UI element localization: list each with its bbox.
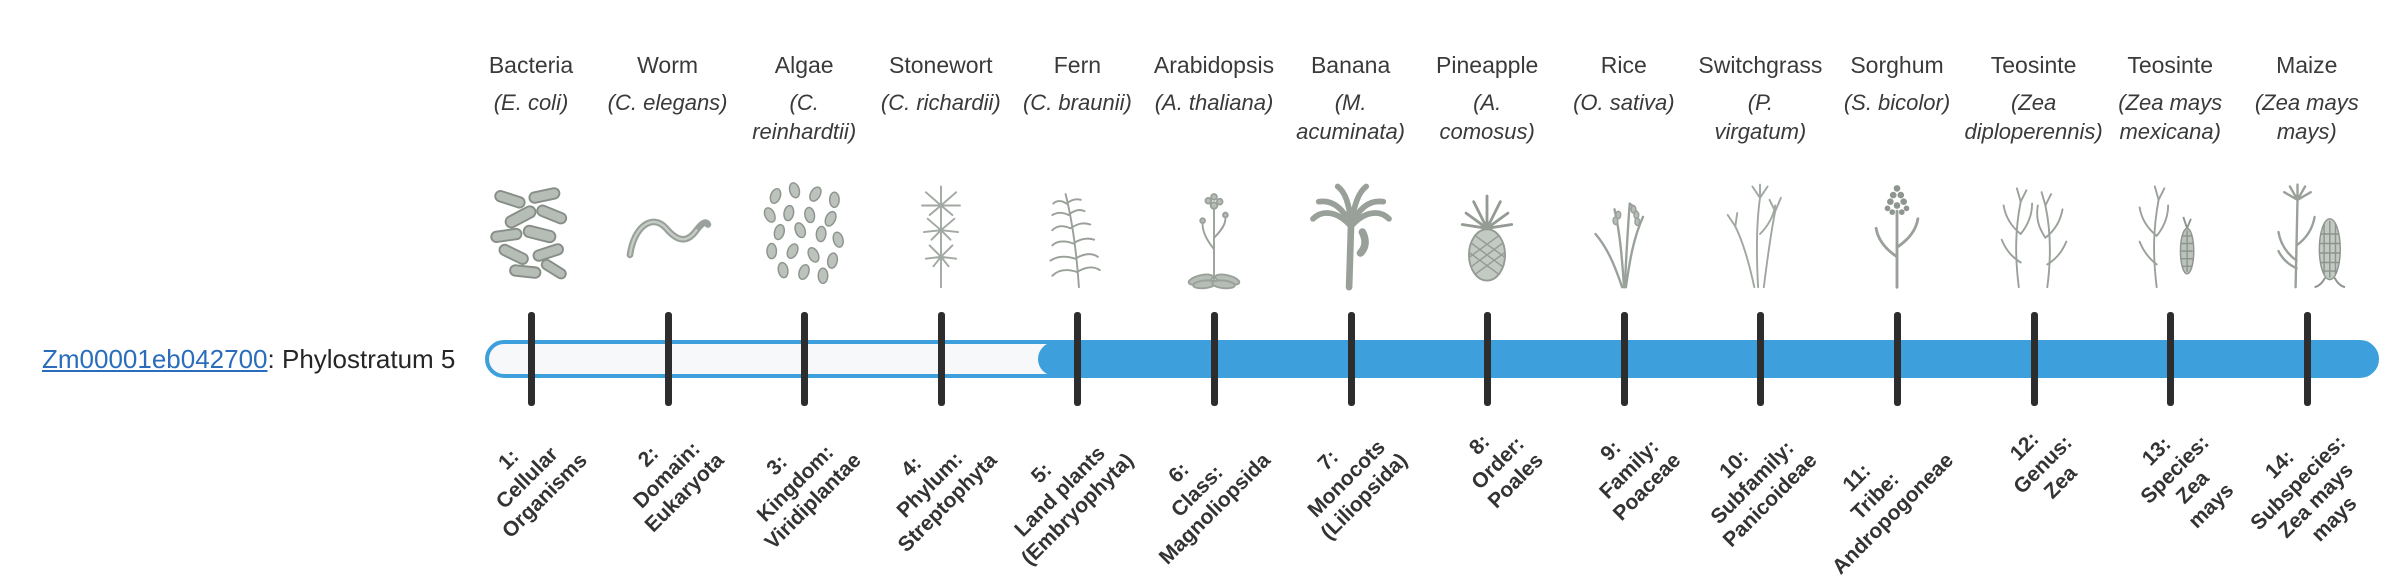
organism-name: Algae (774, 52, 834, 78)
stratum-tick (1620, 312, 1628, 406)
organism-name: Fern (1053, 52, 1102, 78)
stratum-label: 11: Tribe: Andropogoneae (1828, 448, 1959, 580)
organism-name: Pineapple (1436, 52, 1539, 78)
organism-column: Rice (O. sativa) (1546, 52, 1702, 291)
organism-name: Switchgrass (1698, 52, 1823, 78)
organism-name: Worm (637, 52, 699, 78)
stratum-tick (2030, 312, 2038, 406)
stratum-tick (801, 312, 809, 406)
stratum-label: 3: Kingdom: Viridiplantae (751, 440, 866, 555)
stratum-label: 12: Genus: Zea (2005, 427, 2082, 504)
stratum-tick (1347, 312, 1355, 406)
organism-name: Stonewort (889, 52, 993, 78)
stratum-tick (1074, 312, 1082, 406)
organism-species: (Zea mays mexicana) (2118, 90, 2223, 144)
pineapple-illustration (1409, 163, 1565, 291)
organism-column: Teosinte (Zea diploperennis) (1956, 52, 2112, 291)
organism-species: (Zea mays mays) (2254, 90, 2359, 144)
teosinte-mexicana-illustration (2092, 163, 2248, 291)
algae-illustration (726, 163, 882, 291)
organism-species: (C. braunii) (1022, 90, 1132, 115)
organism-column: Pineapple (A. comosus) (1409, 52, 1565, 291)
organism-column: Arabidopsis (A. thaliana) (1136, 52, 1292, 291)
organism-column: Teosinte (Zea mays mexicana) (2092, 52, 2248, 291)
stratum-label: 13: Species: Zea mays (2135, 430, 2238, 533)
phylostrata-bar-fill (1038, 342, 2377, 376)
stratum-label: 7: Monocots (Liliopsida) (1302, 435, 1412, 545)
organism-species: (C. elegans) (607, 90, 728, 115)
organism-name: Bacteria (488, 52, 574, 78)
organism-name: Maize (2276, 52, 2338, 78)
phylostrata-bar (485, 340, 2379, 378)
organism-species: (A. comosus) (1439, 90, 1535, 144)
stratum-label: 5: Land plants (Embryophyta) (1010, 441, 1139, 570)
stratum-tick (2167, 312, 2175, 406)
gene-label: Zm00001eb042700: Phylostratum 5 (42, 344, 455, 375)
gene-phylostratum-text: : Phylostratum 5 (267, 344, 456, 374)
organism-species: (S. bicolor) (1843, 90, 1951, 115)
banana-illustration (1273, 163, 1429, 291)
stratum-label: 9: Family: Poaceae (1594, 434, 1685, 526)
organism-name: Teosinte (2127, 52, 2214, 78)
organism-name: Sorghum (1850, 52, 1944, 78)
organism-name: Teosinte (1990, 52, 2077, 78)
organism-column: Bacteria (E. coli) (453, 52, 609, 291)
organism-species: (E. coli) (493, 90, 569, 115)
stratum-label: 2: Domain: Eukaryota (628, 437, 729, 537)
organism-species: (A. thaliana) (1154, 90, 1274, 115)
sorghum-illustration (1819, 163, 1975, 291)
organism-species: (O. sativa) (1573, 90, 1675, 115)
organism-name: Rice (1600, 52, 1647, 78)
organism-species: (P. virgatum) (1714, 90, 1807, 144)
stratum-tick (664, 312, 672, 406)
organism-name: Banana (1310, 52, 1391, 78)
fern-illustration (999, 163, 1155, 291)
organism-species: (M. acuminata) (1296, 90, 1406, 144)
stratum-label: 8: Order: Poales (1465, 430, 1549, 514)
stratum-label: 6: Class: Magnoliopsida (1154, 448, 1276, 570)
teosinte-illustration (1956, 163, 2112, 291)
organism-species: (C. richardii) (880, 90, 1001, 115)
arabidopsis-illustration (1136, 163, 1292, 291)
worm-illustration (590, 163, 746, 291)
organism-column: Worm (C. elegans) (590, 52, 746, 291)
stratum-tick (2303, 312, 2311, 406)
organism-column: Maize (Zea mays mays) (2229, 52, 2385, 291)
organism-column: Switchgrass (P. virgatum) (1682, 52, 1838, 291)
stratum-tick (528, 312, 535, 406)
stratum-tick (937, 312, 945, 406)
organism-column: Algae (C. reinhardtii) (726, 52, 882, 291)
stratum-label: 1: Cellular Organisms (491, 442, 593, 543)
organism-column: Banana (M. acuminata) (1273, 52, 1429, 291)
organism-column: Stonewort (C. richardii) (863, 52, 1019, 291)
rice-illustration (1546, 163, 1702, 291)
stratum-label: 14: Subspecies: Zea mays mays (2246, 430, 2362, 547)
stratum-tick (1211, 312, 1218, 406)
stratum-tick (1757, 312, 1765, 406)
organism-column: Sorghum (S. bicolor) (1819, 52, 1975, 291)
organism-column: Fern (C. braunii) (999, 52, 1155, 291)
gene-link[interactable]: Zm00001eb042700 (42, 344, 268, 374)
stratum-label: 4: Phylum: Streptophyta (892, 447, 1002, 557)
stratum-tick (1894, 312, 1901, 406)
stratum-tick (1484, 312, 1492, 406)
bacteria-illustration (453, 163, 609, 291)
stonewort-illustration (863, 163, 1019, 291)
switchgrass-illustration (1682, 163, 1838, 291)
organism-species: (C. reinhardtii) (752, 90, 857, 144)
organism-species: (Zea diploperennis) (1964, 90, 2103, 144)
maize-illustration (2229, 163, 2385, 291)
organism-name: Arabidopsis (1153, 52, 1275, 78)
